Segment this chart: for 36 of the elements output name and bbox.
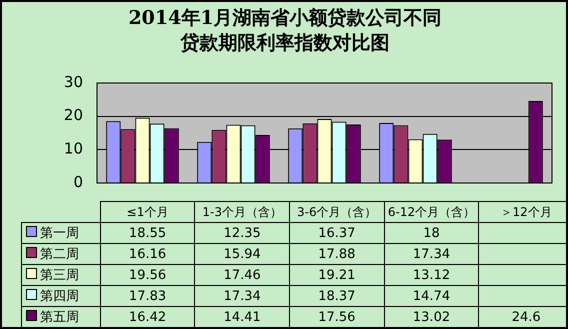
x-tick-label: 3-6个月（含） bbox=[290, 202, 384, 222]
data-label: 14.74 bbox=[384, 286, 479, 306]
data-label: 13.02 bbox=[384, 306, 479, 328]
data-label: 17.56 bbox=[290, 306, 384, 328]
y-tick-label: 10 bbox=[64, 140, 83, 158]
data-label: 19.56 bbox=[100, 264, 195, 286]
data-label: 16.37 bbox=[290, 222, 384, 244]
legend-label: 第二周 bbox=[40, 247, 79, 262]
y-tick-label: 20 bbox=[64, 106, 83, 124]
data-label: 18.55 bbox=[100, 222, 195, 244]
chart-title: 2014年1月湖南省小额贷款公司不同贷款期限利率指数对比图 bbox=[127, 6, 443, 56]
legend-label: 第三周 bbox=[40, 268, 79, 283]
data-label: 17.46 bbox=[194, 264, 290, 286]
data-label: 16.42 bbox=[100, 306, 195, 328]
x-tick-label: ＞12个月 bbox=[478, 202, 568, 222]
x-tick-label: 6-12个月（含） bbox=[384, 202, 479, 222]
data-label: 17.83 bbox=[100, 286, 195, 306]
data-label: 17.34 bbox=[384, 244, 479, 264]
y-tick-label: 0 bbox=[73, 172, 83, 191]
data-label: 13.12 bbox=[384, 264, 479, 286]
x-tick-label: 1-3个月（含） bbox=[194, 202, 290, 222]
data-label: 18 bbox=[384, 222, 479, 244]
data-label: 24.6 bbox=[478, 306, 568, 328]
x-tick-label: ≤1个月 bbox=[100, 202, 195, 222]
legend-label: 第一周 bbox=[40, 226, 79, 241]
data-label: 12.35 bbox=[194, 222, 290, 244]
data-label: 19.21 bbox=[290, 264, 384, 286]
data-label: 16.16 bbox=[100, 244, 195, 264]
legend-label: 第五周 bbox=[40, 310, 79, 325]
data-label: 14.41 bbox=[194, 306, 290, 328]
data-label: 15.94 bbox=[194, 244, 290, 264]
data-label: 17.34 bbox=[194, 286, 290, 306]
y-tick-label: 30 bbox=[64, 72, 83, 91]
data-label: 18.37 bbox=[290, 286, 384, 306]
legend-label: 第四周 bbox=[40, 289, 79, 304]
data-label: 17.88 bbox=[290, 244, 384, 264]
